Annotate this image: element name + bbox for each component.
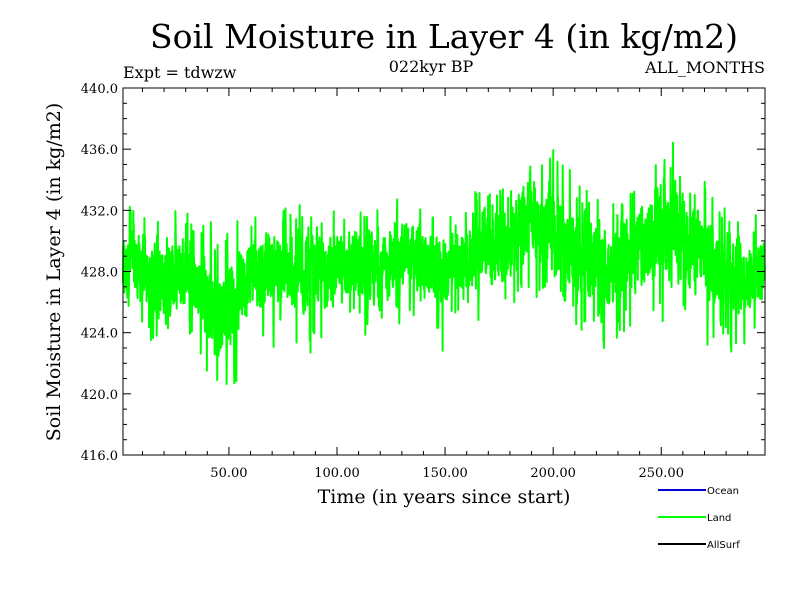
plot-area: 416.0 420.0 424.0 428.0 432.0 436.0 440.0 50.0… (81, 82, 766, 481)
legend-label-allsurf: AllSurf (707, 540, 740, 551)
legend-label-land: Land (707, 513, 731, 524)
y-tick-label: 436.0 (81, 143, 118, 158)
x-axis-label: Time (in years since start) (318, 486, 571, 508)
subtitle-expt: Expt = tdwzw (123, 63, 237, 82)
subtitle-months: ALL_MONTHS (644, 58, 765, 77)
y-axis-ticks: 416.0 420.0 424.0 428.0 432.0 436.0 440.0 (81, 82, 765, 464)
x-tick-label: 150.00 (422, 466, 468, 481)
y-tick-label: 416.0 (81, 449, 118, 464)
x-tick-label: 50.00 (210, 466, 247, 481)
legend: Ocean Land AllSurf (658, 486, 740, 551)
x-tick-label: 100.00 (314, 466, 360, 481)
x-tick-label: 250.00 (638, 466, 684, 481)
y-tick-label: 440.0 (81, 82, 118, 97)
y-tick-label: 424.0 (81, 327, 118, 342)
legend-label-ocean: Ocean (707, 486, 739, 497)
y-tick-label: 420.0 (81, 388, 118, 403)
y-axis-label: Soil Moisture in Layer 4 (in kg/m2) (43, 103, 65, 442)
x-tick-label: 200.00 (530, 466, 576, 481)
series-line-land (122, 141, 766, 385)
y-tick-label: 428.0 (81, 266, 118, 281)
x-axis-ticks: 50.00 100.00 150.00 200.00 250.00 (141, 88, 749, 481)
y-tick-label: 432.0 (81, 204, 118, 219)
subtitle-period: 022kyr BP (389, 57, 474, 76)
chart-title: Soil Moisture in Layer 4 (in kg/m2) (150, 17, 738, 56)
